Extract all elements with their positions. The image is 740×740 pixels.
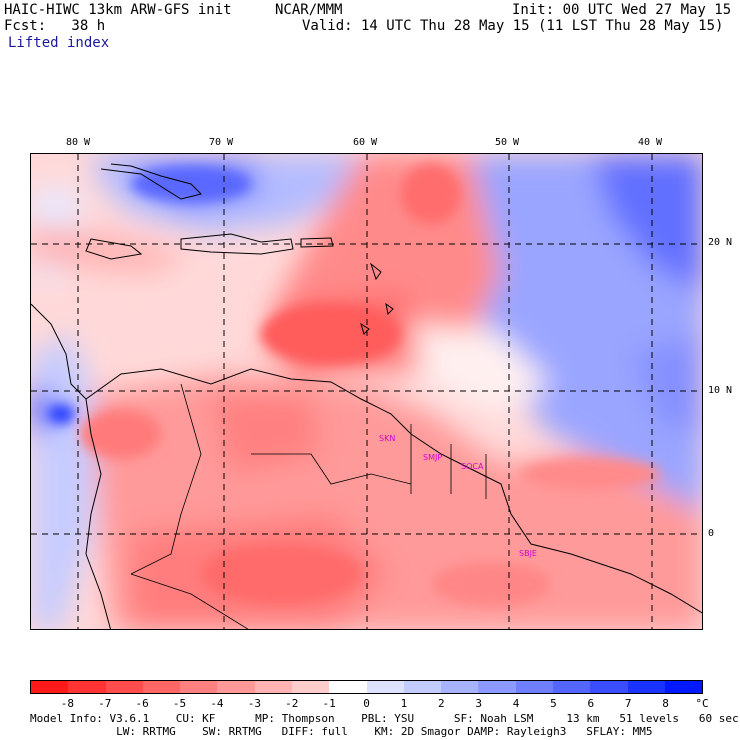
colorbar-swatch (664, 681, 703, 693)
border-venezuela-brazil (251, 453, 412, 485)
colorbar-label: 5 (550, 697, 557, 710)
lon-label-70w: 70 W (209, 137, 234, 148)
borders (130, 383, 487, 629)
colorbar-swatch (105, 681, 143, 693)
colorbar-label: -1 (322, 697, 336, 710)
station-soca: SOCA (461, 462, 484, 471)
colorbar-swatch (68, 681, 106, 693)
colorbar-label: 2 (437, 697, 445, 710)
colorbar-swatch (627, 681, 665, 693)
colorbar-swatch (403, 681, 442, 693)
colorbar-swatch (441, 681, 479, 693)
lat-label-10n: 10 N (708, 385, 733, 396)
colorbar-label: 6 (587, 697, 595, 710)
lifted-index-map: SKN SMJP SOCA SBJE (30, 153, 703, 630)
jamaica-coast (85, 238, 143, 260)
lon-label-40w: 40 W (638, 137, 663, 148)
agency-label: NCAR/MMM (275, 2, 343, 18)
lon-label-80w: 80 W (66, 137, 91, 148)
border-peru (130, 573, 249, 629)
border-guianas (410, 424, 487, 499)
hispaniola-coast (180, 233, 294, 255)
colorbar-swatch (254, 681, 292, 693)
colorbar-swatch (590, 681, 628, 693)
colorbar-swatch (217, 681, 255, 693)
lon-label-60w: 60 W (353, 137, 378, 148)
model-info-line-1: Model Info: V3.6.1 CU: KF MP: Thompson P… (30, 712, 739, 725)
colorbar-swatch (142, 681, 181, 693)
south-america-west-coast (85, 398, 111, 629)
station-skn: SKN (379, 434, 395, 443)
colorbar-swatch (329, 681, 367, 693)
station-smjp: SMJP (423, 453, 442, 462)
graticule (31, 154, 702, 629)
colorbar-swatch (366, 681, 404, 693)
cuba-coast (100, 163, 202, 200)
colorbar-swatch (180, 681, 218, 693)
colorbar-label: 1 (400, 697, 408, 710)
colorbar-label: -5 (172, 697, 187, 710)
forecast-hour: Fcst: 38 h (4, 18, 106, 34)
valid-time: Valid: 14 UTC Thu 28 May 15 (11 LST Thu … (302, 18, 724, 34)
colorbar-swatch (31, 681, 69, 693)
lat-label-20n: 20 N (708, 237, 733, 248)
colorbar-label: -8 (60, 697, 74, 710)
colorbar (30, 680, 703, 694)
colorbar-swatch (515, 681, 553, 693)
field-name: Lifted index (8, 35, 110, 51)
colorbar-label: 0 (363, 697, 370, 710)
colorbar-label: -4 (210, 697, 224, 710)
border-colombia-venezuela (130, 383, 202, 575)
colorbar-label: -2 (285, 697, 299, 710)
colorbar-label: -3 (247, 697, 261, 710)
init-time: Init: 00 UTC Wed 27 May 15 (512, 2, 732, 18)
map-canvas: SKN SMJP SOCA SBJE (31, 154, 702, 629)
colorbar-label: 4 (512, 697, 520, 710)
model-info-line-2: LW: RRTMG SW: RRTMG DIFF: full KM: 2D Sm… (30, 725, 653, 738)
colorbar-swatch (478, 681, 516, 693)
colorbar-label: 3 (475, 697, 482, 710)
central-america-coast (31, 303, 87, 400)
colorbar-unit: °C (695, 697, 709, 710)
colorbar-label: 8 (662, 697, 669, 710)
station-sbje: SBJE (519, 549, 537, 558)
colorbar-label: -7 (98, 697, 112, 710)
colorbar-swatch (291, 681, 330, 693)
colorbar-label: -6 (135, 697, 149, 710)
colorbar-label: 7 (624, 697, 632, 710)
lon-label-50w: 50 W (495, 137, 520, 148)
model-title: HAIC-HIWC 13km ARW-GFS init (4, 2, 232, 18)
colorbar-swatch (552, 681, 591, 693)
lat-label-eq: 0 (708, 528, 715, 539)
